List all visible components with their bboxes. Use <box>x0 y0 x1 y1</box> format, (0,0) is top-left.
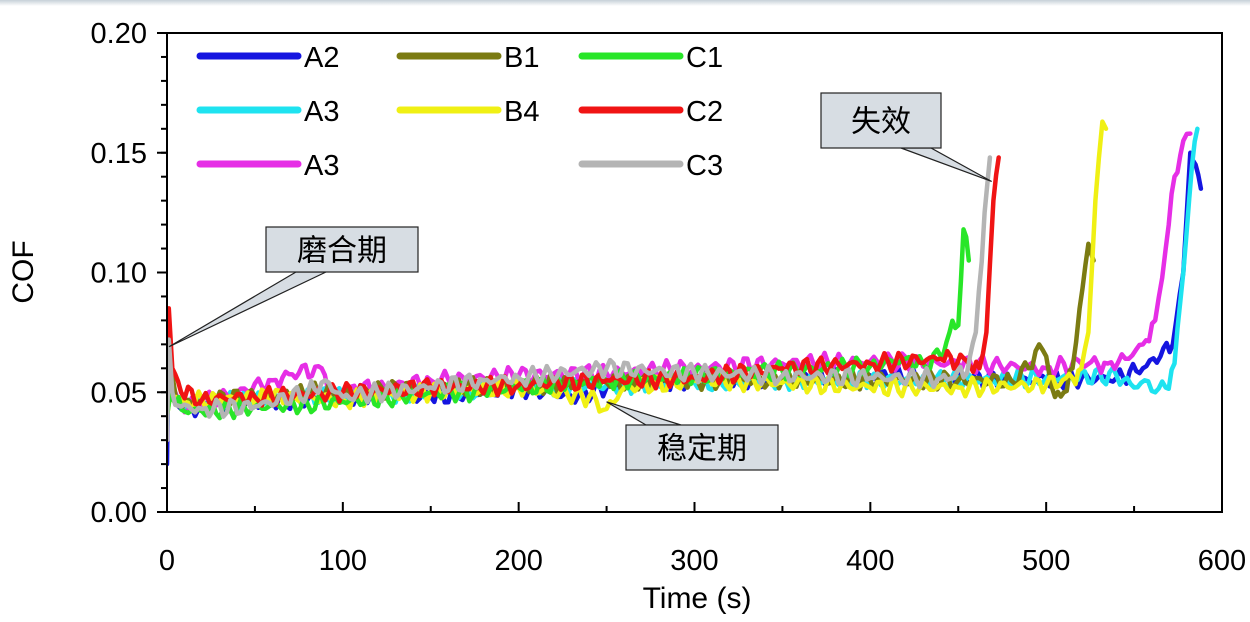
y-tick-label: 0.05 <box>91 377 147 409</box>
x-tick-label: 400 <box>846 545 894 577</box>
callout-label: 失效 <box>851 105 911 140</box>
callout-label: 磨合期 <box>297 234 387 269</box>
series-line-8 <box>167 155 993 443</box>
annotation-callout: 磨合期 <box>168 226 419 348</box>
legend: A2 A3 A3 B1 B4 C1 C2 C3 <box>196 42 723 182</box>
callout-pointer <box>900 147 992 183</box>
y-tick-label: 0.00 <box>91 497 147 529</box>
legend-label: A2 <box>304 42 339 74</box>
callout-box <box>625 424 779 471</box>
y-axis-title: COF <box>7 240 40 303</box>
y-tick-label: 0.20 <box>91 18 147 50</box>
y-tick-label: 0.10 <box>91 258 147 290</box>
series-line-7 <box>167 155 1001 419</box>
callout-box <box>820 92 942 149</box>
x-axis-title: Time (s) <box>643 582 752 615</box>
x-tick-label: 600 <box>1198 545 1246 577</box>
x-tick-label: 500 <box>1022 545 1070 577</box>
legend-label: B4 <box>504 96 539 128</box>
x-tick-label: 200 <box>494 545 542 577</box>
legend-label: A3 <box>304 96 339 128</box>
legend-label: B1 <box>504 42 539 74</box>
callout-pointer <box>606 401 682 426</box>
y-tick-label: 0.15 <box>91 138 147 170</box>
axis-ticks <box>157 32 1223 513</box>
legend-label: A3 <box>304 150 339 182</box>
x-tick-label: 0 <box>159 545 175 577</box>
x-tick-labels: 0 100 200 300 400 500 600 <box>159 545 1246 577</box>
y-tick-labels: 0.00 0.05 0.10 0.15 0.20 <box>91 18 147 529</box>
x-tick-label: 300 <box>670 545 718 577</box>
callout-box <box>265 226 419 273</box>
legend-label: C1 <box>686 42 723 74</box>
callout-pointer <box>168 271 327 348</box>
series-layer <box>167 119 1204 467</box>
x-tick-label: 100 <box>319 545 367 577</box>
top-border <box>0 0 1250 6</box>
annotation-callout: 稳定期 <box>606 401 779 471</box>
series-line-1 <box>167 150 1204 467</box>
callout-label: 稳定期 <box>657 432 747 467</box>
legend-label: C2 <box>686 96 723 128</box>
legend-label: C3 <box>686 150 723 182</box>
annotation-callout: 失效 <box>820 92 992 183</box>
